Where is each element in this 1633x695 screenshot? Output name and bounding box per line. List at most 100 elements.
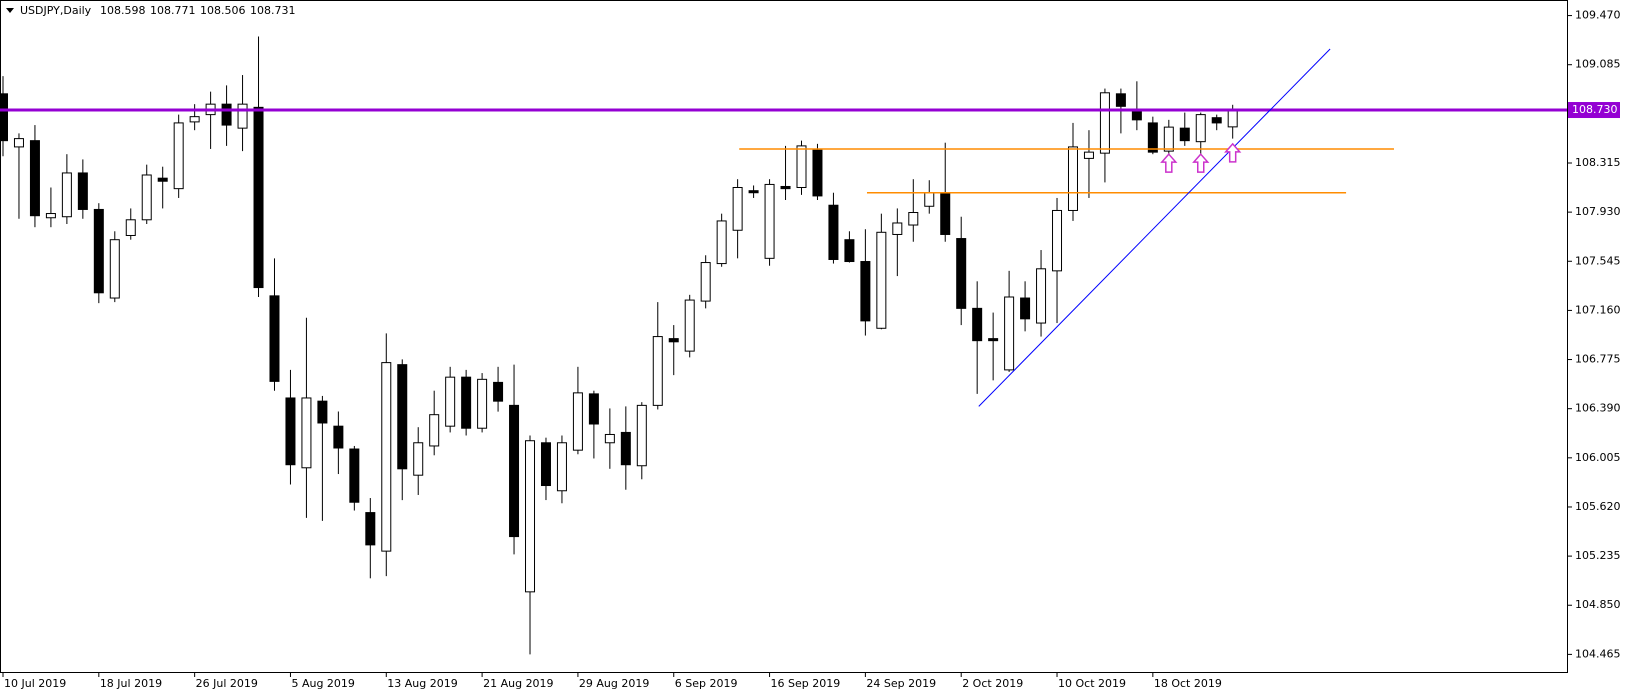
candle-body <box>1147 122 1158 153</box>
candle-body <box>604 433 615 444</box>
candle-body <box>780 185 791 190</box>
candle-body <box>301 397 312 469</box>
y-tick-label: 107.160 <box>1575 303 1621 316</box>
x-tick-label: 29 Aug 2019 <box>579 677 649 690</box>
candle-body <box>125 219 136 236</box>
price-label-box <box>1568 102 1620 119</box>
open-value: 108.598 <box>100 4 146 17</box>
candle-body <box>237 103 248 129</box>
candle-body <box>445 376 456 427</box>
candle-body <box>269 295 280 382</box>
candle-body <box>1211 117 1222 124</box>
candle-body <box>1179 127 1190 142</box>
y-tick-label: 106.775 <box>1575 353 1621 366</box>
candle-body <box>109 239 120 299</box>
candle-body <box>732 186 743 231</box>
x-tick-label: 21 Aug 2019 <box>483 677 553 690</box>
y-tick-label: 109.085 <box>1575 58 1621 71</box>
candle-body <box>461 376 472 429</box>
x-tick-label: 18 Jul 2019 <box>100 677 162 690</box>
candle-body <box>141 174 152 221</box>
candle-body <box>29 140 40 217</box>
candle-body <box>1004 296 1015 371</box>
candle-body <box>13 138 24 148</box>
candle-body <box>940 193 951 235</box>
candle-body <box>1099 92 1110 154</box>
candle-body <box>956 238 967 309</box>
candle-body <box>1195 114 1206 143</box>
symbol: USDJPY,Daily <box>20 4 92 17</box>
candle-body <box>572 392 583 451</box>
candle-body <box>429 414 440 447</box>
y-tick-label: 106.390 <box>1575 402 1621 415</box>
candle-body <box>908 212 919 226</box>
candle-body <box>828 204 839 260</box>
candle-body <box>988 338 999 342</box>
y-tick-label: 104.850 <box>1575 598 1621 611</box>
candle-body <box>477 378 488 429</box>
menu-triangle <box>6 8 14 13</box>
candle-body <box>1020 297 1031 320</box>
y-tick-label: 107.930 <box>1575 205 1621 218</box>
candle-body <box>333 425 344 449</box>
candle-body <box>1083 151 1094 159</box>
candle-body <box>45 213 56 219</box>
candle-body <box>1067 146 1078 211</box>
trendline <box>978 48 1331 407</box>
candle-body <box>700 262 711 302</box>
candle-body <box>1115 93 1126 107</box>
candle-body <box>349 448 360 503</box>
candle-body <box>1163 126 1174 152</box>
up-arrow <box>1224 142 1242 163</box>
up-arrow <box>1160 153 1178 173</box>
x-tick-label: 16 Sep 2019 <box>771 677 841 690</box>
x-tick-label: 10 Oct 2019 <box>1058 677 1126 690</box>
candle-body <box>93 208 104 294</box>
candle-body <box>764 183 775 259</box>
candle-body <box>748 190 759 194</box>
x-tick-label: 2 Oct 2019 <box>962 677 1023 690</box>
x-tick-label: 18 Oct 2019 <box>1154 677 1222 690</box>
candle-body <box>253 106 264 289</box>
candle-body <box>588 393 599 425</box>
candle-body <box>509 404 520 538</box>
y-tick-label: 105.620 <box>1575 500 1621 513</box>
candle-body <box>844 239 855 263</box>
candle-body <box>413 442 424 476</box>
plot-frame <box>0 0 1568 673</box>
candle-body <box>397 364 408 470</box>
candle-body <box>0 93 8 142</box>
candle-body <box>1052 209 1063 272</box>
candle-body <box>924 192 935 207</box>
close-value: 108.731 <box>250 4 296 17</box>
candle-body <box>812 149 823 197</box>
up-arrow <box>1192 153 1210 173</box>
candle-body <box>77 172 88 210</box>
price-label: 108.730 <box>1572 103 1618 116</box>
candle-body <box>221 103 232 126</box>
candle-body <box>381 362 392 552</box>
y-tick-label: 109.470 <box>1575 9 1621 22</box>
candle-body <box>668 338 679 343</box>
candle-body <box>892 222 903 235</box>
x-tick-label: 13 Aug 2019 <box>387 677 457 690</box>
y-tick-label: 108.315 <box>1575 156 1621 169</box>
candle-body <box>652 336 663 406</box>
candle-body <box>540 442 551 487</box>
candle-body <box>61 172 72 218</box>
low-value: 108.506 <box>200 4 246 17</box>
candle-body <box>493 381 504 402</box>
candle-body <box>684 299 695 352</box>
candle-body <box>620 431 631 466</box>
candle-body <box>285 397 296 466</box>
x-tick-label: 5 Aug 2019 <box>291 677 354 690</box>
candle-body <box>972 307 983 342</box>
y-tick-label: 104.465 <box>1575 647 1621 660</box>
candle-body <box>365 512 376 546</box>
x-tick-label: 10 Jul 2019 <box>4 677 66 690</box>
candle-body <box>556 442 567 492</box>
candle-body <box>173 122 184 190</box>
candle-body <box>876 231 887 329</box>
candle-body <box>317 400 328 424</box>
